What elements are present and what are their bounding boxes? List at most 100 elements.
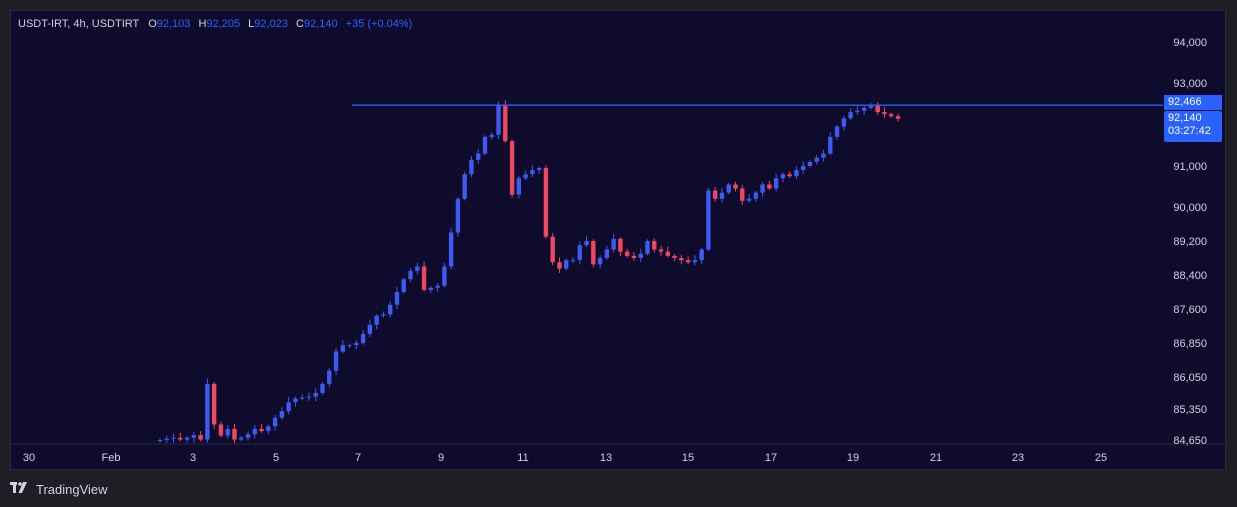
candle-body — [374, 315, 379, 325]
candle-body — [618, 238, 623, 252]
candle-body — [882, 112, 887, 115]
candle-body — [198, 435, 203, 440]
candle-body — [861, 107, 867, 111]
candle-body — [435, 285, 440, 288]
candle-body — [577, 245, 582, 261]
candles-group — [157, 100, 901, 443]
y-tick-label: 86,850 — [1173, 338, 1207, 350]
candle-body — [814, 157, 819, 162]
candle-body — [516, 178, 522, 195]
x-tick-label: 13 — [600, 452, 612, 464]
x-tick-label: 5 — [273, 452, 279, 464]
symbol-label: USDT-IRT, 4h, USDTIRT — [18, 18, 140, 30]
y-tick-label: 94,000 — [1173, 37, 1207, 49]
candle-body — [428, 287, 434, 290]
candle-body — [740, 188, 745, 201]
close-key: C — [296, 18, 304, 30]
candle-body — [624, 251, 630, 256]
candle-body — [889, 114, 894, 117]
candle-body — [489, 134, 494, 137]
low-key: L — [248, 18, 255, 30]
candle-body — [293, 398, 298, 403]
tradingview-logo-icon — [10, 482, 30, 497]
candle-body — [570, 260, 576, 262]
candle-body — [482, 136, 488, 154]
candle-body — [286, 402, 291, 412]
candle-body — [658, 249, 664, 252]
candle-body — [787, 174, 792, 177]
candle-body — [652, 241, 657, 250]
candle-body — [807, 161, 813, 166]
candle-body — [157, 440, 163, 441]
y-tick-label: 90,000 — [1173, 202, 1207, 214]
candle-body — [773, 178, 779, 189]
y-tick-label: 88,400 — [1173, 270, 1207, 282]
open-key: O — [148, 18, 157, 30]
candle-body — [645, 241, 650, 254]
candle-body — [367, 324, 373, 334]
candle-body — [536, 168, 542, 171]
candle-body — [767, 184, 772, 189]
candle-body — [801, 166, 806, 171]
tradingview-name: TradingView — [36, 482, 108, 497]
low-value: 92,023 — [254, 18, 288, 30]
candle-body — [272, 417, 278, 427]
x-tick-label: 3 — [190, 452, 196, 464]
candle-body — [591, 241, 596, 265]
y-tick-label: 84,650 — [1173, 435, 1207, 447]
candle-body — [415, 266, 420, 271]
candle-body — [340, 345, 346, 352]
candle-body — [164, 438, 169, 440]
candle-body — [597, 258, 603, 265]
candle-body — [496, 105, 501, 135]
candle-body — [604, 249, 610, 258]
candle-body — [320, 383, 325, 393]
candle-body — [875, 105, 880, 113]
candle-body — [191, 435, 197, 438]
candle-body — [550, 236, 555, 263]
candle-body — [299, 397, 305, 399]
candle-body — [360, 333, 366, 343]
candle-body — [855, 110, 860, 113]
candle-body — [469, 159, 474, 175]
candle-body — [408, 270, 413, 280]
candle-body — [584, 241, 589, 246]
candle-body — [895, 116, 901, 119]
candle-body — [868, 105, 874, 108]
candle-body — [266, 426, 271, 432]
horizontal-line-price-label: 92,466 — [1164, 95, 1222, 110]
candle-body — [794, 170, 799, 177]
candle-body — [509, 141, 515, 195]
x-tick-label: 15 — [682, 452, 694, 464]
high-value: 92,205 — [206, 18, 241, 30]
candle-body — [178, 437, 183, 440]
candle-body — [448, 232, 454, 267]
candle-body — [218, 424, 224, 436]
last-price-value: 92,140 — [1168, 112, 1202, 124]
tradingview-branding[interactable]: TradingView — [10, 482, 108, 497]
y-tick-label: 87,600 — [1173, 304, 1207, 316]
candle-body — [848, 112, 853, 119]
candle-body — [306, 396, 312, 398]
x-tick-label: 30 — [23, 452, 35, 464]
candle-body — [841, 118, 847, 127]
last-price-label: 92,140 03:27:42 — [1164, 111, 1222, 142]
x-tick-label: 17 — [765, 452, 777, 464]
candle-body — [746, 198, 752, 201]
candle-body — [442, 266, 447, 286]
candle-body — [631, 255, 637, 258]
candle-body — [712, 190, 718, 199]
candle-body — [685, 260, 691, 263]
x-tick-label: Feb — [102, 452, 121, 464]
candle-body — [245, 434, 251, 438]
candle-body — [834, 126, 840, 137]
candle-body — [354, 343, 359, 346]
candle-body — [543, 168, 549, 237]
candle-body — [232, 428, 237, 440]
candle-body — [638, 253, 643, 258]
candle-body — [388, 304, 393, 315]
x-tick-label: 23 — [1012, 452, 1024, 464]
candle-body — [225, 428, 230, 436]
y-tick-label: 86,050 — [1173, 372, 1207, 384]
